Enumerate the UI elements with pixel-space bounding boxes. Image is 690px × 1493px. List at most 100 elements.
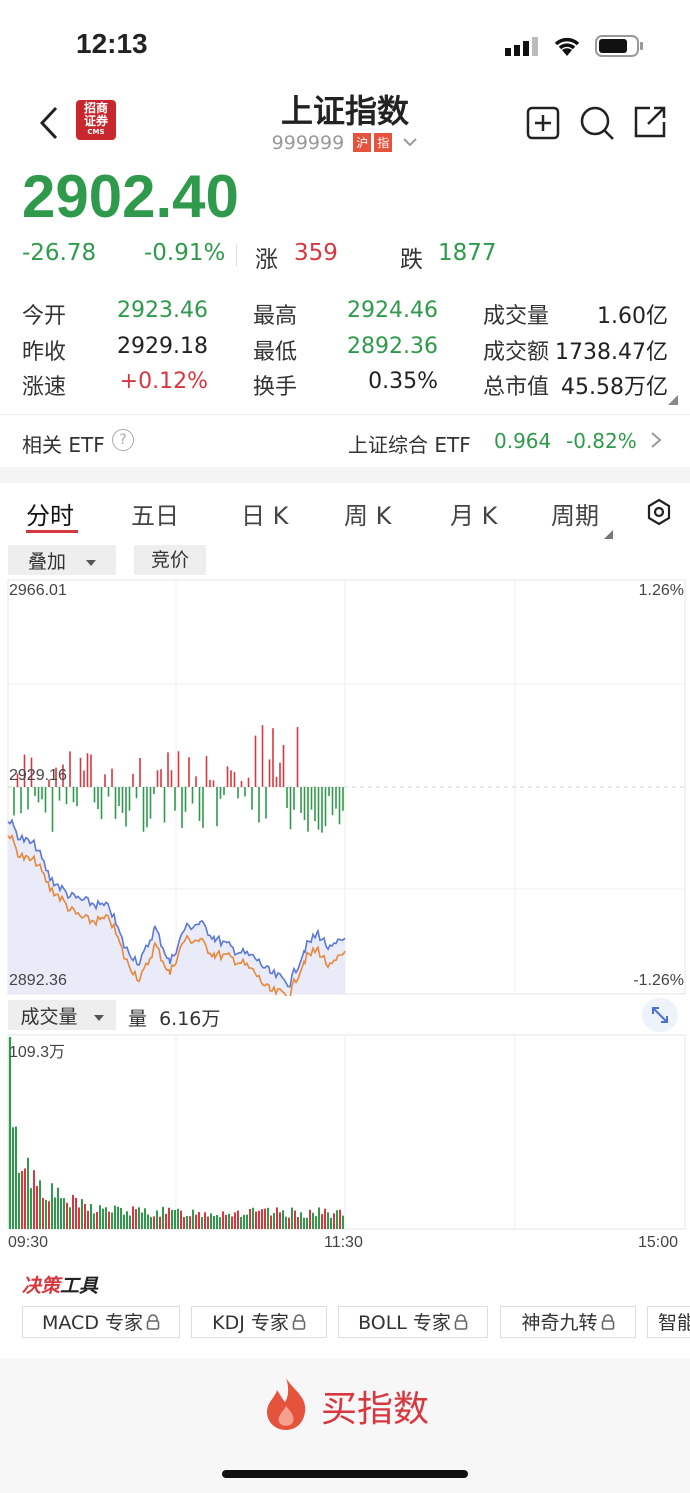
down-label: 跌 — [400, 247, 423, 273]
time-axis-end: 15:00 — [638, 1234, 679, 1251]
lock-icon — [601, 1314, 614, 1330]
y-axis-bottom: 2892.36 — [9, 972, 67, 989]
type-tag: 指 — [374, 133, 393, 152]
signal-icon — [505, 36, 541, 56]
volume-readout: 量 6.16万 — [128, 1004, 220, 1031]
stat-value: 45.58万亿 — [561, 375, 668, 400]
share-button[interactable] — [632, 104, 668, 140]
chevron-right-icon — [650, 431, 662, 453]
stock-code: 999999 — [271, 132, 345, 154]
stock-code-row[interactable]: 999999 沪指 — [0, 130, 690, 154]
stat-label: 昨收 — [22, 340, 67, 365]
chevron-left-icon — [39, 106, 58, 140]
flame-icon — [267, 1378, 306, 1430]
caret-down-icon — [86, 545, 97, 575]
pct-axis-bottom: -1.26% — [633, 972, 684, 989]
etf-price: 0.964 — [494, 429, 552, 453]
page-title: 上证指数 — [280, 92, 409, 130]
expand-corner-icon[interactable] — [668, 390, 678, 405]
help-icon[interactable]: ? — [112, 429, 134, 451]
tools-title: 决策工具 — [22, 1271, 98, 1298]
stat-value: 1738.47亿 — [555, 340, 668, 365]
home-indicator — [222, 1470, 468, 1478]
share-icon — [634, 106, 666, 138]
etf-label: 相关 ETF — [22, 433, 105, 457]
overlay-label: 叠加 — [27, 551, 66, 573]
auction-button[interactable]: 竞价 — [134, 545, 206, 575]
stat-label: 今开 — [22, 304, 67, 329]
stat-value: 2924.46 — [347, 298, 438, 323]
average-price-line — [7, 833, 346, 996]
expand-icon — [652, 1007, 668, 1023]
back-button[interactable] — [34, 104, 64, 142]
tool-button-label: BOLL 专家 — [358, 1312, 451, 1334]
tab-0[interactable]: 分时 — [26, 502, 74, 530]
buy-index-button[interactable]: 买指数 — [245, 1372, 445, 1434]
y-axis-mid: 2929.16 — [9, 767, 67, 784]
add-watchlist-button[interactable] — [526, 106, 560, 140]
broker-logo: 招商 证券 CMS — [76, 100, 116, 140]
tools-title-b: 工具 — [60, 1275, 99, 1297]
volume-value: 6.16万 — [159, 1008, 221, 1030]
etf-row[interactable]: 相关 ETF ? 上证综合 ETF 0.964 -0.82% — [0, 415, 690, 467]
tab-5[interactable]: 周期 — [551, 502, 599, 530]
tab-4[interactable]: 月 K — [450, 502, 498, 530]
current-price: 2902.40 — [22, 163, 239, 230]
tab-3[interactable]: 周 K — [344, 502, 392, 530]
stat-label: 换手 — [253, 375, 298, 400]
tool-button-0[interactable]: MACD 专家 — [22, 1306, 180, 1338]
price-change: -26.78 — [22, 240, 97, 266]
lock-icon — [292, 1314, 306, 1330]
buy-index-label: 买指数 — [321, 1389, 430, 1430]
index-price-line — [7, 818, 346, 988]
tab-active-indicator — [26, 530, 78, 533]
time-axis-start: 09:30 — [8, 1234, 49, 1251]
stat-label: 最低 — [253, 340, 298, 365]
caret-down-icon — [93, 1000, 104, 1030]
gear-icon — [647, 498, 671, 526]
stat-value: 2892.36 — [347, 334, 438, 359]
chart-settings-button[interactable] — [645, 498, 673, 526]
tool-button-label: KDJ 专家 — [212, 1312, 289, 1334]
price-change-pct: -0.91% — [144, 240, 226, 266]
tool-button-4[interactable]: 智能 — [647, 1306, 690, 1338]
lock-icon — [454, 1314, 468, 1330]
y-axis-top: 2966.01 — [9, 582, 67, 599]
tool-button-label: MACD 专家 — [42, 1312, 143, 1334]
indicator-dropdown[interactable]: 成交量 — [8, 1000, 116, 1030]
stat-label: 涨速 — [22, 375, 67, 400]
stat-label: 成交额 — [483, 340, 550, 365]
fullscreen-button[interactable] — [642, 998, 678, 1032]
search-button[interactable] — [578, 104, 616, 142]
volume-chart[interactable] — [0, 1034, 690, 1232]
tool-button-1[interactable]: KDJ 专家 — [191, 1306, 327, 1338]
indicator-label: 成交量 — [20, 1006, 78, 1028]
section-gap — [0, 467, 690, 483]
stat-label: 成交量 — [483, 304, 550, 329]
overlay-dropdown[interactable]: 叠加 — [8, 545, 116, 575]
lock-icon — [146, 1314, 160, 1330]
wifi-icon — [552, 34, 582, 58]
down-count: 1877 — [438, 240, 497, 266]
tool-button-label: 智能 — [657, 1312, 690, 1334]
pct-axis-top: 1.26% — [638, 582, 684, 599]
volume-frame — [7, 1034, 686, 1230]
up-count: 359 — [294, 240, 338, 266]
stat-value: +0.12% — [119, 369, 208, 394]
tab-2[interactable]: 日 K — [241, 502, 289, 530]
divider — [0, 414, 690, 415]
tools-title-a: 决策 — [22, 1275, 61, 1297]
tab-1[interactable]: 五日 — [131, 502, 179, 530]
tool-button-2[interactable]: BOLL 专家 — [338, 1306, 488, 1338]
stat-value: 2929.18 — [117, 334, 208, 359]
time-axis-mid: 11:30 — [324, 1234, 363, 1251]
stat-label: 总市值 — [483, 375, 550, 400]
stat-value: 1.60亿 — [597, 304, 668, 329]
stat-value: 0.35% — [368, 369, 438, 394]
tool-button-3[interactable]: 神奇九转 — [500, 1306, 636, 1338]
stat-value: 2923.46 — [117, 298, 208, 323]
price-area — [8, 820, 345, 994]
chevron-down-icon — [402, 130, 418, 152]
intraday-price-chart[interactable] — [0, 578, 690, 996]
volume-label: 量 — [128, 1008, 148, 1030]
